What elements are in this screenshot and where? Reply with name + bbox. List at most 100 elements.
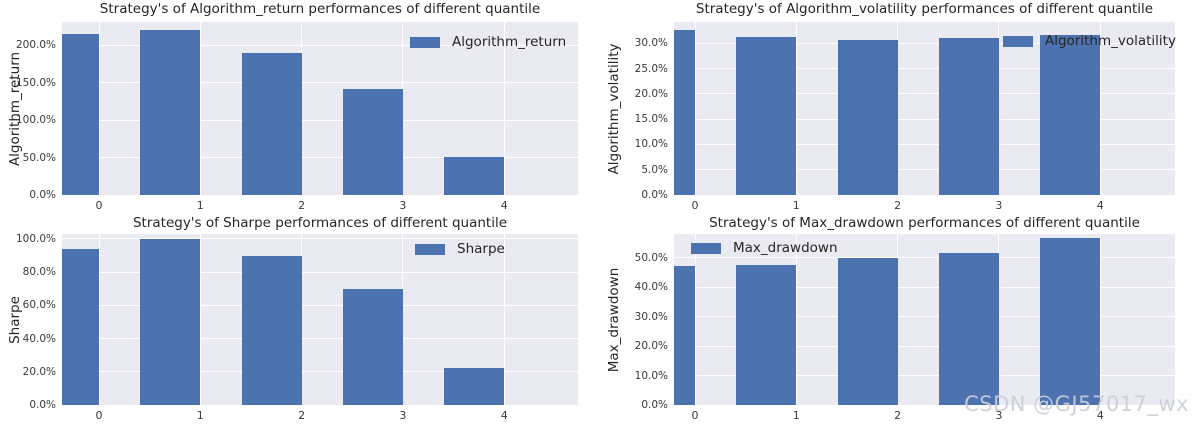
x-gridline <box>98 234 100 405</box>
y-gridline <box>62 157 578 159</box>
bar <box>62 248 99 405</box>
y-gridline <box>62 44 578 46</box>
bar <box>342 88 403 195</box>
watermark: CSDN @GJ57017_wx <box>964 392 1189 416</box>
legend-label: Algorithm_volatility <box>1045 33 1176 49</box>
y-tick-label: 5.0% <box>641 163 668 176</box>
y-tick-label: 40.0% <box>634 281 668 294</box>
x-tick-label: 3 <box>995 409 1003 422</box>
y-tick-label: 40.0% <box>22 332 56 345</box>
chart-title: Strategy's of Algorithm_volatility perfo… <box>695 1 1154 17</box>
y-gridline <box>62 119 578 121</box>
y-gridline <box>62 271 578 273</box>
x-gridline <box>1099 22 1101 195</box>
x-tick-label: 3 <box>399 409 407 422</box>
y-tick-label: 0.0% <box>641 399 668 411</box>
y-tick-label: 200.0% <box>15 39 56 52</box>
legend: Max_drawdown <box>691 240 838 256</box>
y-tick-label: 20.0% <box>634 87 668 100</box>
legend: Sharpe <box>415 241 505 257</box>
y-gridline <box>62 238 578 240</box>
bar <box>342 288 403 405</box>
legend-swatch <box>415 243 445 255</box>
bar <box>241 255 302 405</box>
y-tick-label: 100.0% <box>15 114 56 127</box>
x-tick-label: 0 <box>691 409 699 422</box>
chart-title: Strategy's of Algorithm_return performan… <box>99 1 541 17</box>
legend-swatch <box>410 36 440 48</box>
x-tick-label: 2 <box>298 199 306 212</box>
y-gridline <box>674 68 1175 70</box>
bar <box>837 257 898 405</box>
y-gridline <box>674 42 1175 44</box>
chart-panel-algorithm-volatility: Strategy's of Algorithm_volatility perfo… <box>596 0 1192 214</box>
bar <box>938 253 999 405</box>
x-gridline <box>998 234 1000 405</box>
legend: Algorithm_volatility <box>1003 33 1176 49</box>
y-tick-label: 0.0% <box>641 189 668 201</box>
y-gridline <box>674 316 1175 318</box>
y-gridline <box>674 118 1175 120</box>
x-tick-label: 4 <box>1096 199 1104 212</box>
x-tick-label: 2 <box>894 409 902 422</box>
legend-label: Algorithm_return <box>452 34 567 50</box>
y-gridline <box>674 257 1175 259</box>
x-gridline <box>503 22 505 195</box>
y-gridline <box>62 404 578 405</box>
y-tick-label: 10.0% <box>634 369 668 382</box>
x-tick-label: 3 <box>399 199 407 212</box>
y-tick-label: 20.0% <box>22 365 56 378</box>
x-tick-label: 1 <box>196 409 204 422</box>
y-tick-label: 100.0% <box>15 232 56 245</box>
bar <box>837 39 898 195</box>
y-gridline <box>62 194 578 195</box>
y-axis-label: Algorithm_return <box>7 51 23 166</box>
x-tick-label: 1 <box>792 409 800 422</box>
x-gridline <box>98 22 100 195</box>
legend-swatch <box>1003 35 1033 47</box>
legend: Algorithm_return <box>410 34 566 50</box>
x-gridline <box>795 234 797 405</box>
y-tick-label: 15.0% <box>634 113 668 126</box>
bar <box>140 29 201 195</box>
x-tick-label: 4 <box>1096 409 1104 422</box>
x-gridline <box>694 22 696 195</box>
x-gridline <box>503 234 505 405</box>
y-gridline <box>674 93 1175 95</box>
x-tick-label: 0 <box>95 409 103 422</box>
y-tick-label: 150.0% <box>15 76 56 89</box>
legend-swatch <box>691 242 721 254</box>
y-gridline <box>674 143 1175 145</box>
x-gridline <box>301 234 303 405</box>
legend-label: Max_drawdown <box>733 240 838 256</box>
x-tick-label: 1 <box>196 199 204 212</box>
x-tick-label: 0 <box>691 199 699 212</box>
x-tick-label: 2 <box>894 199 902 212</box>
bar <box>241 52 302 195</box>
y-gridline <box>674 404 1175 405</box>
y-gridline <box>674 286 1175 288</box>
plot-area <box>674 22 1175 195</box>
y-gridline <box>62 82 578 84</box>
y-tick-label: 0.0% <box>29 189 56 201</box>
chart-title: Strategy's of Max_drawdown performances … <box>709 215 1140 231</box>
y-tick-label: 60.0% <box>22 299 56 312</box>
x-gridline <box>301 22 303 195</box>
y-gridline <box>62 371 578 373</box>
bar <box>1040 35 1101 195</box>
y-tick-label: 30.0% <box>634 310 668 323</box>
y-gridline <box>674 194 1175 195</box>
x-gridline <box>199 22 201 195</box>
bar <box>938 37 999 195</box>
legend-label: Sharpe <box>457 241 505 257</box>
chart-panel-max-drawdown: Strategy's of Max_drawdown performances … <box>596 214 1192 428</box>
y-gridline <box>674 345 1175 347</box>
y-gridline <box>674 375 1175 377</box>
y-gridline <box>62 338 578 340</box>
y-tick-label: 50.0% <box>634 251 668 264</box>
bar <box>140 239 201 405</box>
plot-area <box>674 234 1175 405</box>
bar <box>444 156 505 195</box>
x-tick-label: 2 <box>298 409 306 422</box>
